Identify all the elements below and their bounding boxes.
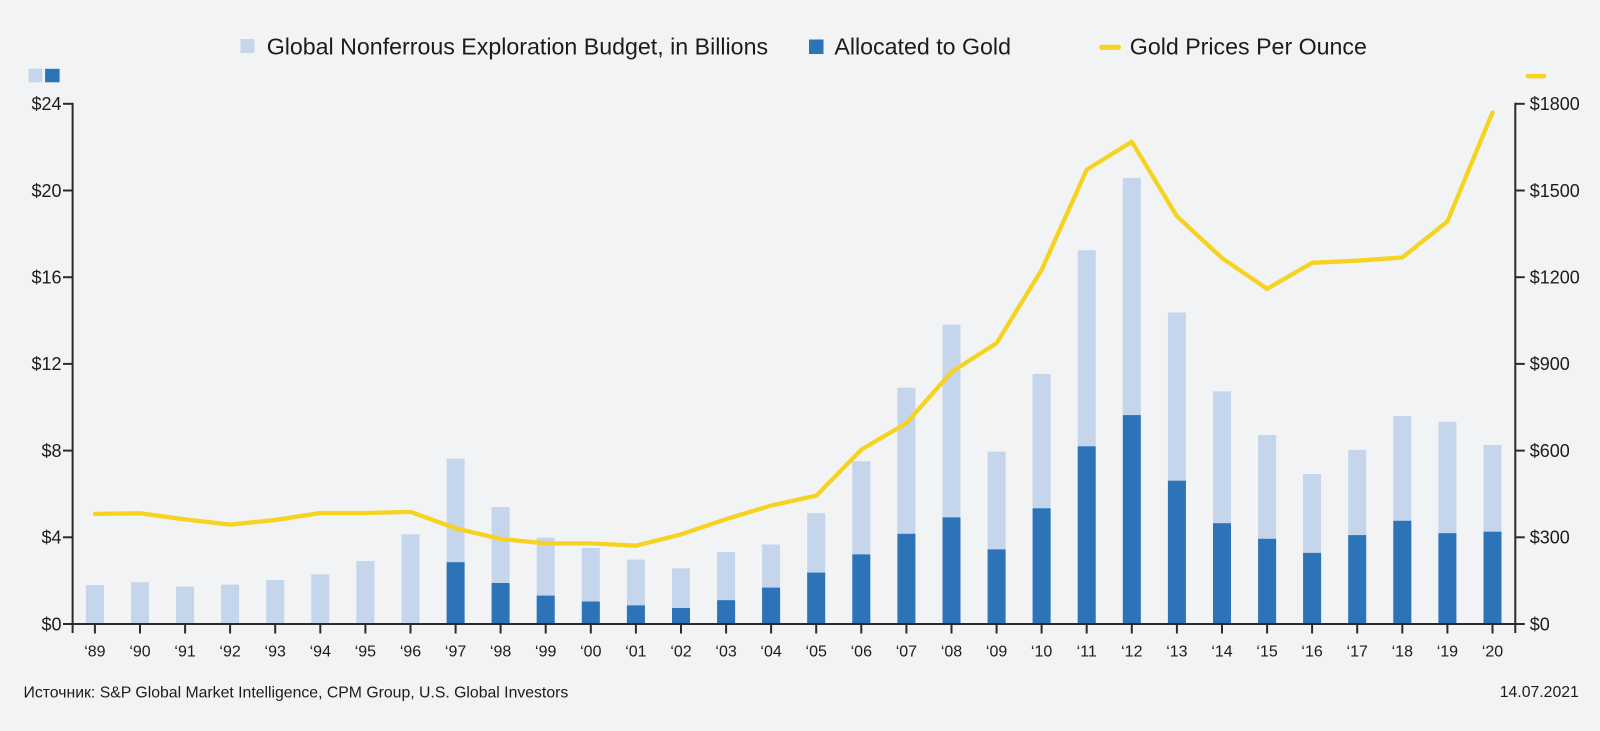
svg-text:‘98: ‘98 — [490, 644, 511, 661]
svg-text:$4: $4 — [41, 528, 61, 548]
svg-text:‘04: ‘04 — [760, 644, 781, 661]
svg-text:‘12: ‘12 — [1121, 644, 1142, 661]
svg-text:‘89: ‘89 — [84, 644, 105, 661]
svg-text:‘91: ‘91 — [174, 644, 195, 661]
svg-text:$20: $20 — [31, 181, 61, 201]
svg-text:$24: $24 — [31, 94, 61, 114]
svg-text:‘01: ‘01 — [625, 644, 646, 661]
svg-text:$0: $0 — [1530, 614, 1550, 634]
svg-text:‘09: ‘09 — [986, 644, 1007, 661]
svg-text:‘05: ‘05 — [806, 644, 827, 661]
svg-text:‘06: ‘06 — [851, 644, 872, 661]
svg-text:$0: $0 — [41, 614, 61, 634]
svg-text:‘18: ‘18 — [1392, 644, 1413, 661]
svg-text:‘08: ‘08 — [941, 644, 962, 661]
svg-text:‘15: ‘15 — [1256, 644, 1277, 661]
svg-text:‘92: ‘92 — [219, 644, 240, 661]
svg-text:$900: $900 — [1530, 354, 1570, 374]
svg-text:14.07.2021: 14.07.2021 — [1500, 684, 1579, 701]
svg-text:$1800: $1800 — [1530, 94, 1580, 114]
svg-text:‘03: ‘03 — [715, 644, 736, 661]
svg-text:Global Nonferrous Exploration: Global Nonferrous Exploration Budget, in… — [267, 34, 768, 60]
svg-text:‘00: ‘00 — [580, 644, 601, 661]
svg-text:‘14: ‘14 — [1211, 644, 1232, 661]
svg-text:‘19: ‘19 — [1437, 644, 1458, 661]
svg-text:‘13: ‘13 — [1166, 644, 1187, 661]
svg-text:Gold Prices Per Ounce: Gold Prices Per Ounce — [1130, 34, 1367, 60]
svg-text:‘93: ‘93 — [265, 644, 286, 661]
svg-text:‘95: ‘95 — [355, 644, 376, 661]
svg-text:$12: $12 — [31, 354, 61, 374]
svg-text:‘07: ‘07 — [896, 644, 917, 661]
svg-text:‘02: ‘02 — [670, 644, 691, 661]
svg-text:‘90: ‘90 — [129, 644, 150, 661]
svg-text:Источник: S&P Global Market In: Источник: S&P Global Market Intelligence… — [24, 685, 569, 702]
svg-text:Allocated to Gold: Allocated to Gold — [834, 34, 1011, 60]
svg-text:$8: $8 — [41, 441, 61, 461]
svg-text:$600: $600 — [1530, 441, 1570, 461]
svg-text:‘11: ‘11 — [1077, 644, 1097, 661]
svg-text:‘16: ‘16 — [1301, 644, 1322, 661]
svg-text:‘17: ‘17 — [1347, 644, 1368, 661]
svg-text:‘94: ‘94 — [310, 644, 331, 661]
svg-text:$300: $300 — [1530, 528, 1570, 548]
svg-text:$1200: $1200 — [1530, 268, 1580, 288]
svg-text:‘10: ‘10 — [1031, 644, 1052, 661]
svg-text:‘20: ‘20 — [1482, 644, 1503, 661]
svg-text:$1500: $1500 — [1530, 181, 1580, 201]
svg-text:‘99: ‘99 — [535, 644, 556, 661]
svg-text:‘97: ‘97 — [445, 644, 466, 661]
svg-text:$16: $16 — [31, 268, 61, 288]
svg-text:‘96: ‘96 — [400, 644, 421, 661]
